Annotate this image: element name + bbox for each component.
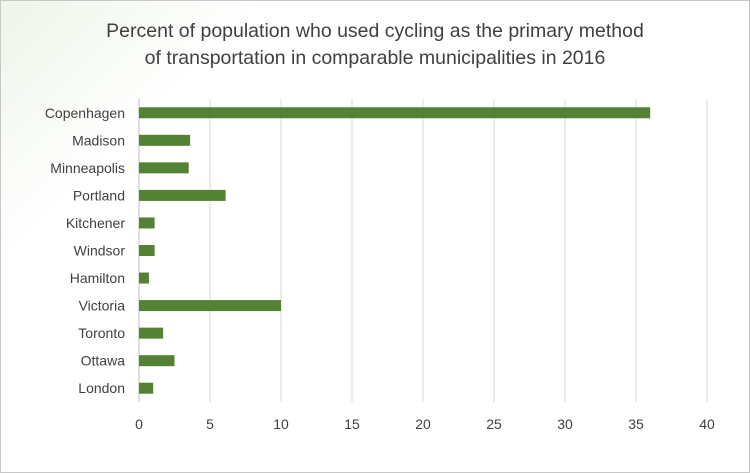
y-tick-label: Madison: [72, 132, 125, 148]
y-tick-label: Windsor: [74, 243, 126, 259]
x-tick-label: 30: [557, 416, 573, 432]
x-tick-label: 35: [628, 416, 644, 432]
y-tick-label: Copenhagen: [45, 105, 125, 121]
x-tick-label: 0: [135, 416, 143, 432]
y-tick-label: Portland: [73, 187, 125, 203]
bar: [139, 382, 154, 394]
y-tick-label: Kitchener: [66, 215, 125, 231]
bar: [139, 272, 149, 284]
x-tick-label: 25: [486, 416, 502, 432]
bar: [139, 162, 189, 174]
x-tick-label: 10: [273, 416, 289, 432]
chart-title: Percent of population who used cycling a…: [1, 18, 749, 72]
y-tick-label: Minneapolis: [50, 160, 125, 176]
bar: [139, 189, 226, 201]
bar: [139, 327, 164, 339]
x-tick-label: 15: [344, 416, 360, 432]
x-tick-label: 5: [206, 416, 214, 432]
y-tick-label: London: [78, 380, 125, 396]
y-tick-label: Toronto: [78, 325, 125, 341]
bar: [139, 355, 175, 367]
chart-title-line-1: Percent of population who used cycling a…: [106, 20, 644, 42]
x-tick-label: 20: [415, 416, 431, 432]
chart-title-line-2: of transportation in comparable municipa…: [144, 47, 606, 69]
bar: [139, 300, 281, 312]
x-tick-label: 40: [699, 416, 715, 432]
y-tick-label: Ottawa: [81, 353, 126, 369]
bar: [139, 134, 191, 146]
bar: [139, 217, 155, 229]
y-tick-label: Victoria: [79, 298, 126, 314]
bar: [139, 107, 651, 119]
y-tick-label: Hamilton: [70, 270, 125, 286]
bar: [139, 245, 155, 256]
